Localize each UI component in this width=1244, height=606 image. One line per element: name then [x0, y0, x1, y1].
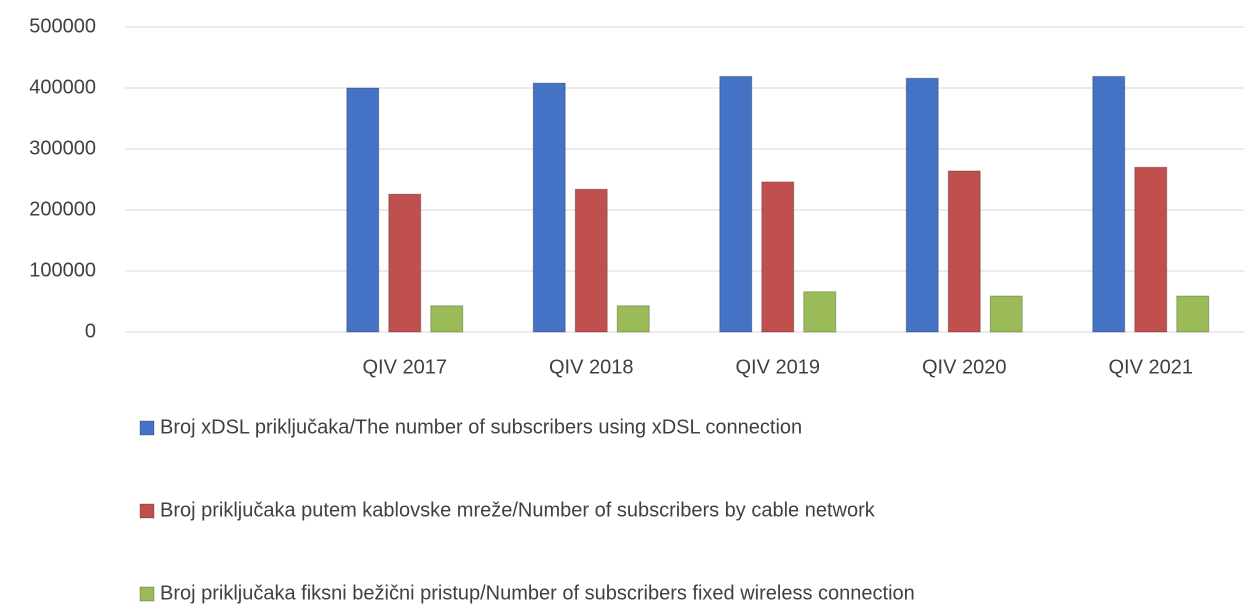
- bar: [1176, 295, 1210, 333]
- y-tick-label: 500000: [29, 15, 96, 37]
- legend-label: Broj xDSL priključaka/The number of subs…: [160, 416, 802, 438]
- y-tick-label: 300000: [29, 137, 96, 159]
- x-tick-label: QIV 2019: [735, 356, 820, 378]
- legend-swatch: [139, 503, 155, 519]
- x-tick-label: QIV 2021: [1108, 356, 1193, 378]
- bar: [1134, 166, 1168, 333]
- legend-label: Broj priključaka putem kablovske mreže/N…: [160, 499, 876, 521]
- y-tick-label: 0: [85, 320, 96, 342]
- bar: [430, 305, 464, 333]
- y-tick-label: 200000: [29, 198, 96, 220]
- legend-label: Broj priključaka fiksni bežični pristup/…: [160, 582, 915, 604]
- x-tick-label: QIV 2017: [362, 356, 447, 378]
- x-tick-label: QIV 2020: [922, 356, 1007, 378]
- bar: [947, 170, 981, 333]
- bar: [1092, 75, 1126, 333]
- bar: [803, 291, 837, 333]
- bar: [905, 77, 939, 333]
- y-tick-label: 100000: [29, 259, 96, 281]
- bar: [574, 188, 608, 333]
- bar: [761, 181, 795, 333]
- x-tick-label: QIV 2018: [549, 356, 634, 378]
- bar: [388, 193, 422, 333]
- bar: [719, 75, 753, 333]
- legend-swatch: [139, 586, 155, 602]
- bar: [532, 82, 566, 333]
- bar: [346, 87, 380, 333]
- legend-swatch: [139, 420, 155, 436]
- bar: [989, 295, 1023, 333]
- bar: [616, 305, 650, 333]
- y-tick-label: 400000: [29, 76, 96, 98]
